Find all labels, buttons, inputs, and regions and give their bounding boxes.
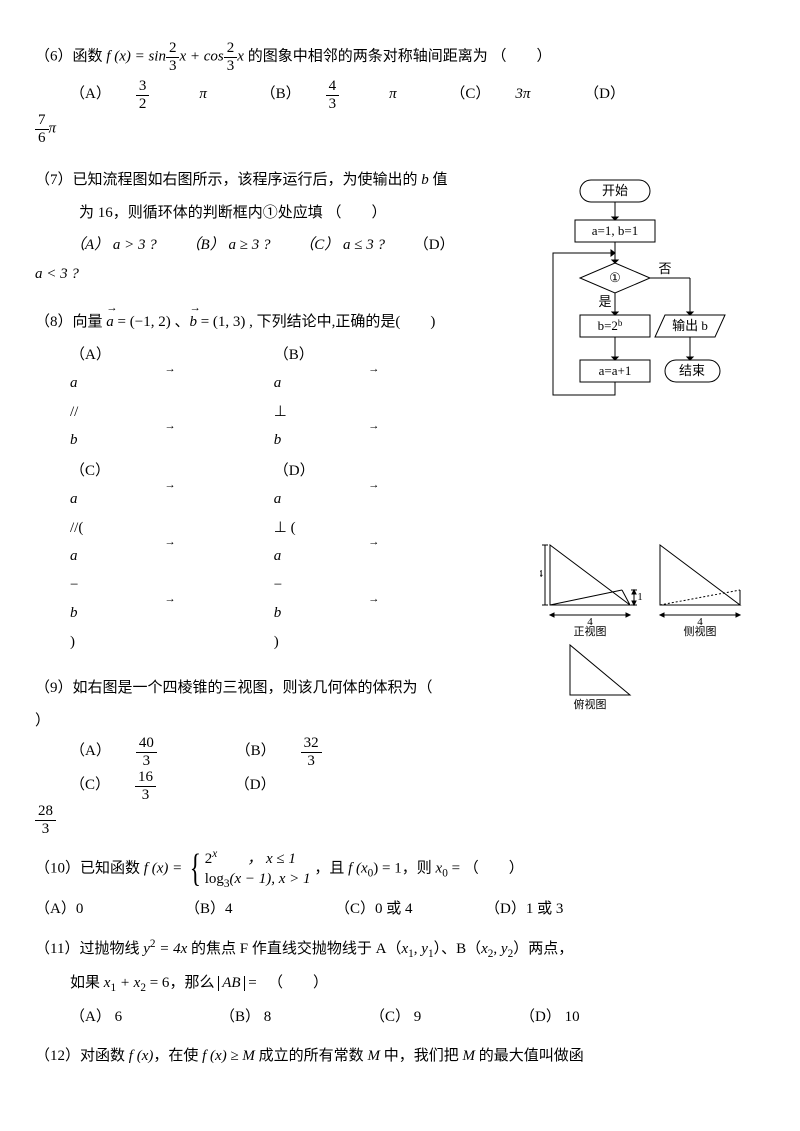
q11-options: （A） 6（B） 8（C） 9（D） 10 xyxy=(35,1003,765,1032)
svg-text:结束: 结束 xyxy=(679,363,705,378)
question-7: （7）已知流程图如右图所示，该程序运行后，为使输出的 b 值 为 16，则循环体… xyxy=(35,166,535,288)
svg-text:否: 否 xyxy=(658,261,671,276)
question-11: （11）过抛物线 y2 = 4x 的焦点 F 作直线交抛物线于 A（x1, y1… xyxy=(35,934,765,1032)
question-9: （9）如右图是一个四棱锥的三视图，则该几何体的体积为（ ） （A）403 （B）… xyxy=(35,674,525,837)
svg-text:a=1, b=1: a=1, b=1 xyxy=(592,223,638,238)
svg-text:是: 是 xyxy=(598,294,611,309)
q9-options: （A）403 （B）323 （C）163 （D） xyxy=(35,735,525,803)
q10-options: （A）0（B）4（C）0 或 4（D）1 或 3 xyxy=(35,895,765,924)
q7-options: （A） a > 3 ? （B） a ≥ 3 ? （C） a ≤ 3 ? （D） xyxy=(35,231,535,260)
svg-text:①: ① xyxy=(609,270,621,285)
svg-text:正视图: 正视图 xyxy=(574,624,607,638)
question-6: （6）函数 f (x) = sin23x + cos23x 的图象中相邻的两条对… xyxy=(35,40,765,146)
q6-options: （A）32π （B）43π （C）3π （D） xyxy=(35,78,765,112)
svg-text:俯视图: 俯视图 xyxy=(574,697,607,710)
svg-text:侧视图: 侧视图 xyxy=(684,624,717,638)
q6-num: （6） xyxy=(35,48,73,64)
svg-text:4: 4 xyxy=(540,568,543,580)
question-12: （12）对函数 f (x)，在使 f (x) ≥ M 成立的所有常数 M 中，我… xyxy=(35,1042,765,1071)
svg-text:1: 1 xyxy=(637,591,643,603)
question-10: （10）已知函数 f (x) = { 2x， x ≤ 1 log3(x − 1)… xyxy=(35,847,765,924)
svg-text:开始: 开始 xyxy=(602,183,628,198)
svg-text:a=a+1: a=a+1 xyxy=(599,363,632,378)
flowchart-diagram: 开始 a=1, b=1 ① 否 是 b=2b 输出 b a=a+1 结束 xyxy=(535,175,735,455)
three-views-diagram: 4 4 1 4 正视图 侧视图 俯视图 xyxy=(540,535,750,710)
svg-text:输出 b: 输出 b xyxy=(672,318,708,333)
